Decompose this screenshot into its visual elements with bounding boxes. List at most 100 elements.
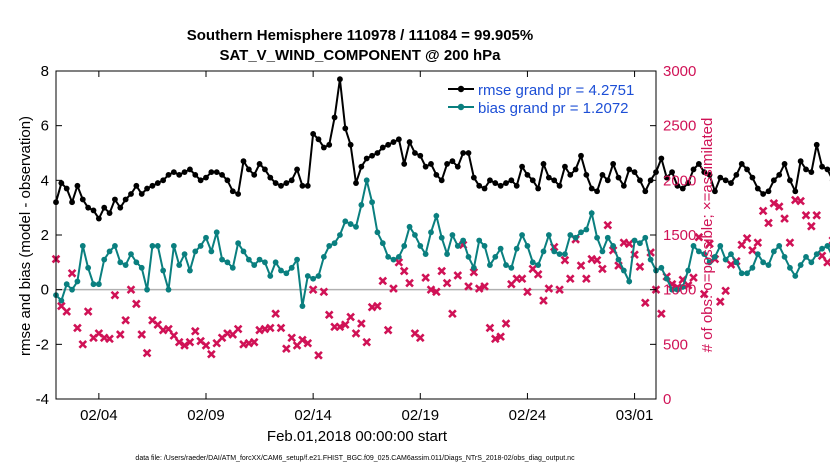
bias-point [363,177,370,184]
obs-assimilated-marker [448,309,457,319]
bias-point [674,286,681,293]
rmse-point [203,174,209,181]
rmse-point [813,141,820,148]
rmse-point [363,155,370,162]
bias-point [401,243,408,249]
bias-point [187,267,193,274]
rmse-point [620,182,627,189]
obs-assimilated-marker [764,218,773,228]
obs-assimilated-marker [592,255,602,265]
bias-point [315,273,322,279]
obs-assimilated-marker [544,284,554,293]
obs-assimilated-marker [282,344,291,354]
rmse-point [390,139,397,145]
rmse-point [503,180,509,186]
obs-assimilated-marker [823,258,830,267]
obs-assimilated-marker [105,334,114,344]
obs-assimilated-marker [807,221,816,231]
y-axis-label: rmse and bias (model - observation) [17,116,34,356]
rmse-point [760,191,767,197]
bias-point [540,248,547,255]
bias-point [797,262,804,268]
y2-tick-label: 2500 [663,118,696,135]
rmse-point [165,171,172,178]
rmse-point [106,210,113,217]
rmse-point [701,169,708,176]
bias-point [669,286,675,293]
obs-assimilated-marker [640,298,650,308]
rmse-point [337,76,343,83]
bias-point [685,267,692,274]
bias-point [476,237,483,244]
rmse-point [245,166,252,173]
rmse-point [583,171,590,178]
bias-point [583,226,590,233]
rmse-point [808,169,815,176]
y-tick-label: 6 [41,118,49,135]
obs-assimilated-marker [539,296,548,305]
obs-assimilated-marker [715,297,725,307]
obs-assimilated-marker [233,324,243,334]
chart-title: Southern Hemisphere 110978 / 111084 = 99… [187,27,533,44]
rmse-point [117,204,124,211]
bias-point [824,243,830,249]
bias-point [813,251,820,258]
bias-point [267,273,274,279]
bias-point [369,199,375,206]
bias-point [454,243,461,249]
bias-point [690,243,697,249]
obs-assimilated-marker [319,287,329,297]
bias-point [251,262,258,268]
bias-point [224,259,231,266]
bias-point [144,286,150,293]
obs-assimilated-marker [271,309,280,319]
bias-point [513,245,520,252]
obs-assimilated-marker [174,337,184,347]
bias-point [95,281,102,288]
bias-point [417,243,424,249]
x-tick-label: 02/04 [80,407,118,424]
rmse-point [256,161,263,167]
rmse-point [433,171,440,178]
rmse-point [320,144,327,151]
bias-point [599,248,606,255]
rmse-point [224,177,231,184]
obs-assimilated-marker [314,350,323,360]
rmse-point [353,180,359,186]
obs-assimilated-marker [265,323,275,333]
bias-point [744,270,750,277]
rmse-point [508,177,515,184]
bias-point [787,264,793,271]
obs-assimilated-marker [474,284,484,293]
bias-point [519,232,525,238]
rmse-point [765,188,772,195]
rmse-point [674,182,681,189]
bias-point [106,248,113,255]
y2-tick-label: 0 [663,391,671,408]
bias-point [508,264,515,271]
obs-assimilated-marker [83,307,93,316]
obs-assimilated-marker [287,333,297,343]
rmse-point [594,188,600,195]
obs-assimilated-marker [298,335,307,345]
bias-point [385,253,392,260]
rmse-point [476,182,483,189]
rmse-point [792,188,799,195]
rmse-point [497,182,504,189]
rmse-point [294,166,300,173]
bias-point [551,248,558,255]
bias-point [712,253,718,260]
rmse-point [545,174,552,181]
x-tick-label: 02/14 [294,407,332,424]
obs-assimilated-marker [635,262,645,272]
bias-point [122,262,129,268]
rmse-point [422,163,429,170]
bias-point [803,253,809,260]
rmse-point [417,152,424,159]
obs-assimilated-marker [464,282,473,291]
obs-assimilated-marker [373,301,382,311]
bias-point [738,270,745,277]
bias-point [406,223,413,230]
bias-point [112,243,118,249]
bias-point [706,259,713,266]
